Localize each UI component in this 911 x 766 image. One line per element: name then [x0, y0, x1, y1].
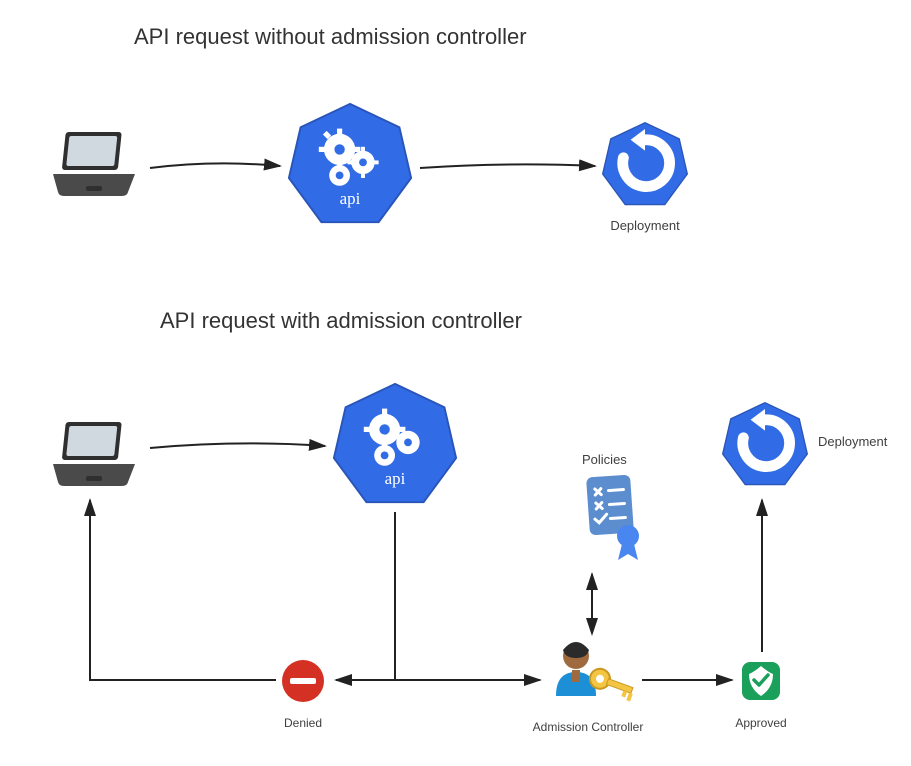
arrows-section2	[0, 0, 911, 766]
